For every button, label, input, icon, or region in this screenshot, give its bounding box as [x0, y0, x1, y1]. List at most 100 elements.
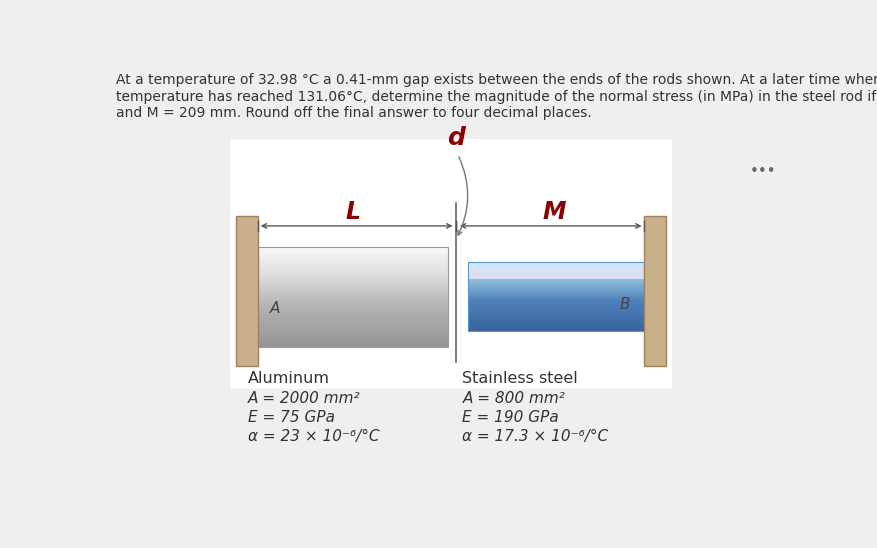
Bar — [258, 319, 448, 322]
Bar — [258, 334, 448, 337]
Bar — [467, 311, 644, 312]
Bar — [258, 297, 448, 299]
Text: and M = 209 mm. Round off the final answer to four decimal places.: and M = 209 mm. Round off the final answ… — [116, 106, 591, 120]
Bar — [467, 266, 644, 267]
Text: α = 23 × 10⁻⁶/°C: α = 23 × 10⁻⁶/°C — [247, 429, 379, 444]
Text: A: A — [269, 301, 280, 316]
FancyBboxPatch shape — [236, 216, 258, 366]
Bar — [258, 277, 448, 279]
Bar — [467, 279, 644, 281]
Bar — [258, 287, 448, 289]
Bar — [258, 272, 448, 274]
Bar — [258, 279, 448, 282]
Bar — [467, 262, 644, 264]
Bar — [258, 299, 448, 302]
Bar — [258, 324, 448, 327]
Bar — [467, 269, 644, 271]
Bar — [467, 299, 644, 300]
Bar — [258, 284, 448, 287]
Text: L: L — [346, 199, 360, 224]
Text: d: d — [446, 127, 465, 151]
Text: M: M — [542, 199, 566, 224]
Bar — [467, 317, 644, 319]
Bar — [258, 314, 448, 317]
Text: B: B — [619, 297, 630, 312]
Bar — [258, 267, 448, 269]
Bar — [258, 302, 448, 304]
Bar — [467, 297, 644, 299]
Bar — [258, 269, 448, 272]
Bar — [258, 309, 448, 312]
Bar — [467, 292, 644, 293]
Bar — [467, 271, 644, 272]
Bar — [258, 249, 448, 252]
Bar — [467, 328, 644, 330]
Bar — [258, 312, 448, 314]
Bar — [258, 317, 448, 319]
Text: •••: ••• — [749, 164, 775, 179]
Bar — [258, 247, 448, 249]
Bar — [258, 322, 448, 324]
Bar — [258, 329, 448, 332]
Text: E = 75 GPa: E = 75 GPa — [247, 410, 334, 425]
Bar — [258, 337, 448, 339]
Bar — [467, 272, 644, 274]
Bar — [467, 295, 644, 297]
Bar — [467, 290, 644, 292]
Bar — [467, 288, 644, 290]
Bar — [467, 302, 644, 304]
Bar — [467, 307, 644, 309]
Text: A = 800 mm²: A = 800 mm² — [462, 391, 565, 406]
Text: At a temperature of 32.98 °C a 0.41-mm gap exists between the ends of the rods s: At a temperature of 32.98 °C a 0.41-mm g… — [116, 73, 877, 88]
Bar — [258, 292, 448, 294]
Text: Aluminum: Aluminum — [247, 372, 330, 386]
Bar — [258, 282, 448, 284]
Bar — [467, 274, 644, 276]
Bar — [258, 339, 448, 342]
Bar — [467, 326, 644, 328]
Bar — [467, 267, 644, 269]
Bar — [467, 281, 644, 283]
Bar — [467, 276, 644, 278]
Bar — [467, 264, 644, 266]
Bar — [258, 264, 448, 267]
Bar — [467, 278, 644, 279]
Bar — [258, 259, 448, 262]
Bar — [467, 321, 644, 323]
Bar — [258, 307, 448, 309]
Bar — [258, 327, 448, 329]
Bar — [258, 254, 448, 256]
Bar — [258, 252, 448, 254]
Bar — [467, 309, 644, 311]
Bar — [467, 284, 644, 287]
Bar — [258, 342, 448, 344]
Bar — [467, 293, 644, 295]
Bar — [467, 312, 644, 314]
Bar — [467, 316, 644, 317]
Bar — [258, 262, 448, 264]
Bar — [467, 283, 644, 284]
Bar — [467, 319, 644, 321]
Bar — [258, 256, 448, 259]
Bar — [467, 300, 644, 302]
Bar — [467, 314, 644, 316]
Bar — [258, 332, 448, 334]
Bar — [258, 344, 448, 347]
Text: A = 2000 mm²: A = 2000 mm² — [247, 391, 360, 406]
Text: Stainless steel: Stainless steel — [462, 372, 577, 386]
Bar — [467, 324, 644, 326]
Bar — [258, 274, 448, 277]
FancyBboxPatch shape — [110, 66, 789, 488]
Bar — [467, 287, 644, 288]
Bar — [258, 289, 448, 292]
Text: E = 190 GPa: E = 190 GPa — [462, 410, 559, 425]
FancyBboxPatch shape — [230, 139, 671, 389]
Text: temperature has reached 131.06°C, determine the magnitude of the normal stress (: temperature has reached 131.06°C, determ… — [116, 90, 877, 104]
Bar — [258, 304, 448, 307]
Bar — [258, 294, 448, 297]
Bar — [467, 305, 644, 307]
Bar — [467, 304, 644, 305]
Bar — [467, 323, 644, 324]
FancyBboxPatch shape — [644, 216, 666, 366]
Text: α = 17.3 × 10⁻⁶/°C: α = 17.3 × 10⁻⁶/°C — [462, 429, 608, 444]
